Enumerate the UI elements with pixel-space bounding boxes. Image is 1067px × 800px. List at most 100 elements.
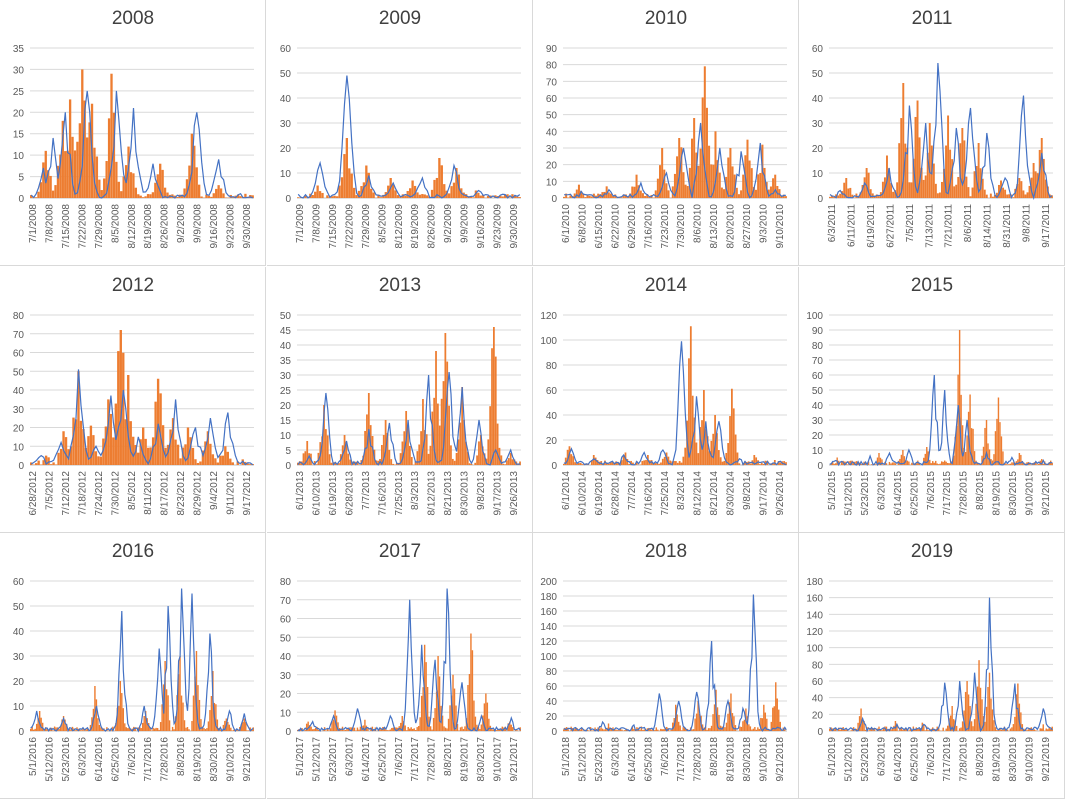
bar xyxy=(738,463,741,465)
bar xyxy=(693,417,696,465)
bar xyxy=(328,454,331,465)
bar xyxy=(34,197,38,198)
bar xyxy=(843,461,846,465)
x-tick-label: 7/16/2010 xyxy=(643,204,654,249)
bar xyxy=(37,460,40,465)
x-tick-label: 6/19/2014 xyxy=(594,471,605,516)
x-tick-label: 7/8/2008 xyxy=(44,204,55,243)
bar xyxy=(204,729,207,731)
chart-svg: 0 10 20 30 40 50 60 70 80 90 100 5/1/2015 5/12/2015 5… xyxy=(806,311,1053,516)
bar xyxy=(122,708,125,731)
y-tick-label: 90 xyxy=(812,326,824,337)
bar xyxy=(620,460,623,465)
bar xyxy=(120,191,123,198)
bar xyxy=(906,147,909,198)
bar xyxy=(413,728,415,731)
bar xyxy=(210,696,213,731)
series-line xyxy=(563,341,787,467)
bar xyxy=(151,192,155,198)
bar xyxy=(665,183,668,198)
bar xyxy=(952,719,955,731)
bar xyxy=(991,196,994,198)
bar xyxy=(592,455,595,465)
bar xyxy=(1026,730,1028,731)
bar xyxy=(852,727,855,731)
bar xyxy=(1029,462,1031,465)
bar xyxy=(604,729,607,731)
x-tick-label: 8/17/2012 xyxy=(160,471,171,516)
bar xyxy=(965,176,968,198)
bar xyxy=(961,425,964,465)
bar xyxy=(437,403,439,465)
bar xyxy=(725,452,728,465)
bar xyxy=(313,729,315,731)
bar xyxy=(169,429,172,465)
chart-svg: 0 5 10 15 20 25 30 35 7/1/2008 7/8/2008 7/15/2008 7… xyxy=(13,44,254,249)
bar xyxy=(580,727,583,731)
bar xyxy=(494,356,497,465)
bar xyxy=(755,457,758,465)
bar xyxy=(1002,451,1004,465)
y-tick-label: 50 xyxy=(13,602,25,613)
bar xyxy=(480,724,483,731)
bar xyxy=(134,727,136,731)
bar xyxy=(197,685,199,731)
bar xyxy=(918,137,921,198)
y-tick-label: 80 xyxy=(812,341,824,352)
bar xyxy=(600,727,602,731)
y-tick-label: 5 xyxy=(285,446,291,457)
bar xyxy=(865,168,868,198)
bar xyxy=(515,730,517,731)
bar xyxy=(902,83,905,198)
bar xyxy=(501,196,504,198)
bar xyxy=(492,729,495,731)
x-tick-label: 7/1/2008 xyxy=(28,204,39,243)
bar xyxy=(957,374,959,465)
bar xyxy=(563,463,565,465)
x-tick-label: 8/30/2013 xyxy=(460,471,471,516)
bar xyxy=(455,452,458,465)
bar xyxy=(840,728,843,731)
y-tick-label: 0 xyxy=(285,727,291,738)
bar xyxy=(594,727,596,731)
bar xyxy=(400,722,402,731)
bar xyxy=(185,727,187,731)
bar xyxy=(1016,183,1019,198)
bar xyxy=(511,459,514,465)
x-tick-label: 8/19/2015 xyxy=(992,471,1003,516)
bar xyxy=(426,195,429,198)
bar xyxy=(440,398,443,465)
bar xyxy=(109,413,113,465)
y-tick-label: 35 xyxy=(280,356,292,367)
x-tick-label: 6/25/2015 xyxy=(909,471,920,516)
bar xyxy=(42,460,45,465)
chart-svg: 0 20 40 60 80 100 120 140 160 180 200 5/1/2018 5/12/… xyxy=(540,577,787,782)
bar xyxy=(212,193,215,198)
y-tick-label: 70 xyxy=(812,356,824,367)
bar xyxy=(566,449,569,465)
x-tick-label: 5/12/2016 xyxy=(44,737,55,782)
bar xyxy=(878,453,880,465)
x-tick-label: 9/10/2017 xyxy=(493,737,504,782)
bar xyxy=(975,703,977,731)
bar xyxy=(40,717,42,731)
y-tick-label: 0 xyxy=(551,194,557,205)
y-tick-label: 40 xyxy=(812,401,824,412)
chart-svg: 0 10 20 30 40 50 60 70 80 90 6/1/2010 6/8/2010 6/15/… xyxy=(546,44,787,249)
bar xyxy=(926,152,929,198)
bar xyxy=(732,408,735,465)
x-tick-label: 6/15/2010 xyxy=(594,204,605,249)
bar xyxy=(413,185,417,198)
bar xyxy=(420,695,423,731)
bar xyxy=(834,463,837,465)
bar xyxy=(960,727,962,731)
bar xyxy=(103,178,106,198)
y-tick-label: 20 xyxy=(546,161,558,172)
bar xyxy=(767,189,770,198)
bar xyxy=(119,681,122,731)
bar xyxy=(83,100,86,198)
bar xyxy=(504,464,506,465)
bar xyxy=(233,729,235,731)
bar xyxy=(908,730,910,731)
bar xyxy=(682,456,685,465)
